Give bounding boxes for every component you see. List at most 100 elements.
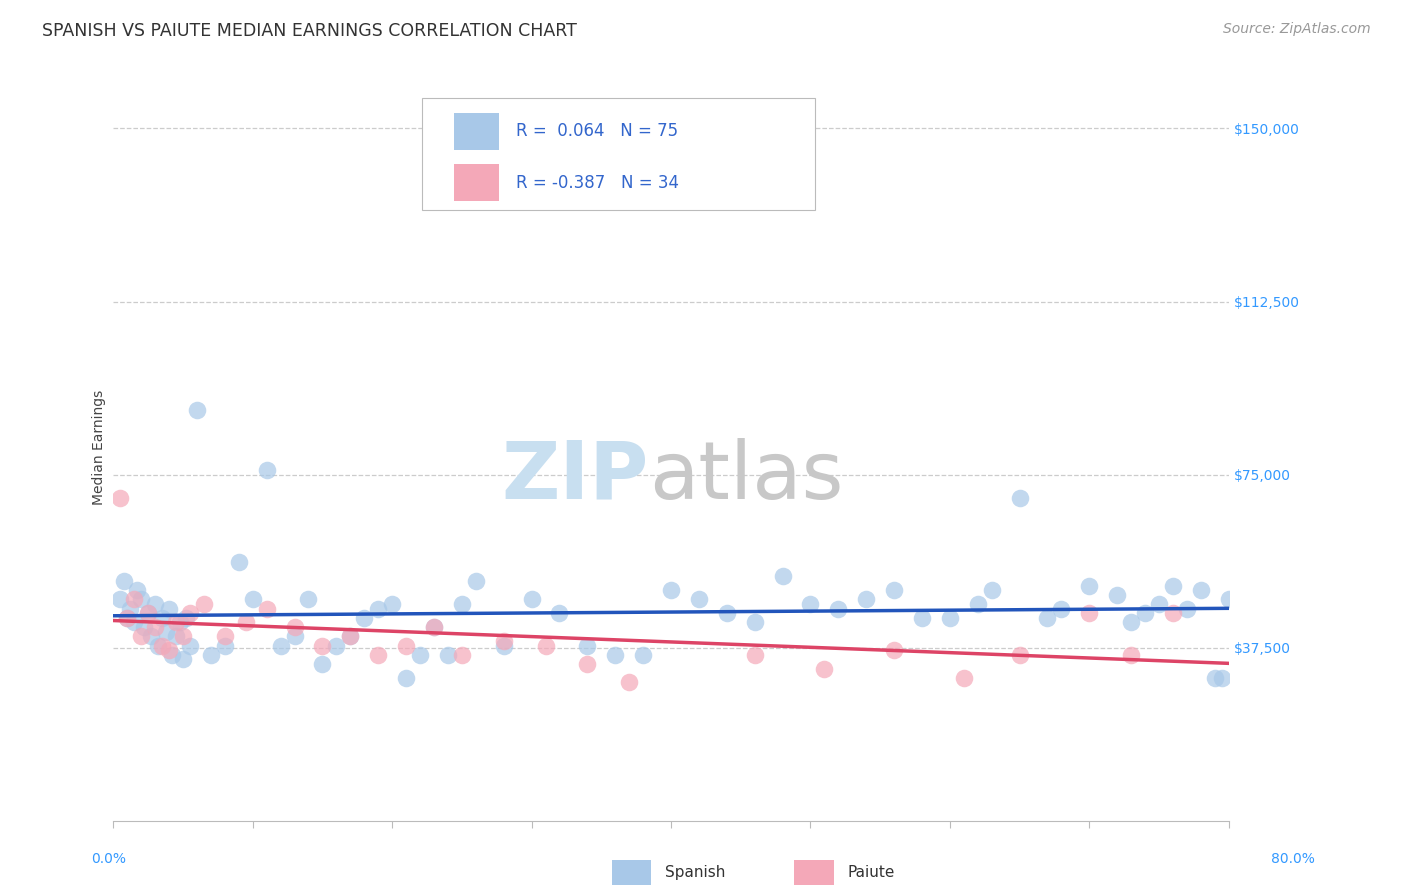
Point [1204,671,1226,685]
Point [576,639,599,653]
Point [146,639,169,653]
Point [1121,648,1143,662]
Point [437,648,460,662]
Point [139,629,162,643]
Point [115,611,138,625]
Point [450,597,472,611]
Text: R = -0.387   N = 34: R = -0.387 N = 34 [516,174,679,192]
Point [1189,583,1212,598]
Point [744,615,766,630]
Point [172,652,194,666]
Point [520,592,543,607]
Point [883,583,905,598]
Point [1218,592,1240,607]
Point [423,620,446,634]
Point [911,611,934,625]
Point [311,639,333,653]
Point [409,648,432,662]
Text: SPANISH VS PAIUTE MEDIAN EARNINGS CORRELATION CHART: SPANISH VS PAIUTE MEDIAN EARNINGS CORREL… [42,22,576,40]
Text: ZIP: ZIP [502,438,648,516]
Point [827,601,849,615]
Point [1211,671,1233,685]
Point [129,592,152,607]
Point [367,601,389,615]
Point [165,615,187,630]
Point [110,592,132,607]
Point [617,675,640,690]
Point [311,657,333,671]
Point [939,611,962,625]
Point [179,606,201,620]
Point [1107,588,1129,602]
Point [110,491,132,505]
Point [548,606,571,620]
Point [115,611,138,625]
Point [492,639,515,653]
Point [423,620,446,634]
Point [1008,648,1031,662]
Point [169,615,191,630]
Point [136,606,159,620]
Point [1161,606,1184,620]
Point [855,592,877,607]
Point [339,629,361,643]
Point [966,597,988,611]
Text: Source: ZipAtlas.com: Source: ZipAtlas.com [1223,22,1371,37]
Text: 80.0%: 80.0% [1271,852,1315,866]
Point [395,639,418,653]
Point [1078,606,1101,620]
Point [136,606,159,620]
Point [157,643,180,657]
Point [112,574,135,588]
Point [297,592,319,607]
Point [1147,597,1170,611]
Point [772,569,794,583]
Point [122,592,145,607]
Point [450,648,472,662]
Point [716,606,738,620]
Point [980,583,1002,598]
Point [174,611,197,625]
Point [605,648,627,662]
Point [631,648,654,662]
Text: atlas: atlas [648,438,844,516]
Point [464,574,486,588]
Point [160,648,183,662]
Point [492,634,515,648]
Point [1175,601,1198,615]
Point [283,620,305,634]
Point [883,643,905,657]
Point [1121,615,1143,630]
Point [1078,578,1101,592]
Point [256,463,278,477]
Point [193,597,215,611]
Point [367,648,389,662]
Point [283,629,305,643]
Point [214,629,236,643]
Point [179,639,201,653]
Point [122,615,145,630]
Point [129,629,152,643]
Point [381,597,404,611]
Point [118,601,141,615]
Point [200,648,222,662]
Point [270,639,292,653]
Text: Paiute: Paiute [848,865,896,880]
Y-axis label: Median Earnings: Median Earnings [93,390,107,505]
Point [534,639,557,653]
Point [143,620,166,634]
Text: Spanish: Spanish [665,865,725,880]
Point [150,611,173,625]
Point [155,624,177,639]
Point [688,592,710,607]
Point [214,639,236,653]
Point [953,671,976,685]
Point [125,583,148,598]
Text: R =  0.064   N = 75: R = 0.064 N = 75 [516,122,678,140]
Point [143,597,166,611]
Point [339,629,361,643]
Point [1008,491,1031,505]
Point [659,583,682,598]
Point [1133,606,1156,620]
Point [235,615,257,630]
